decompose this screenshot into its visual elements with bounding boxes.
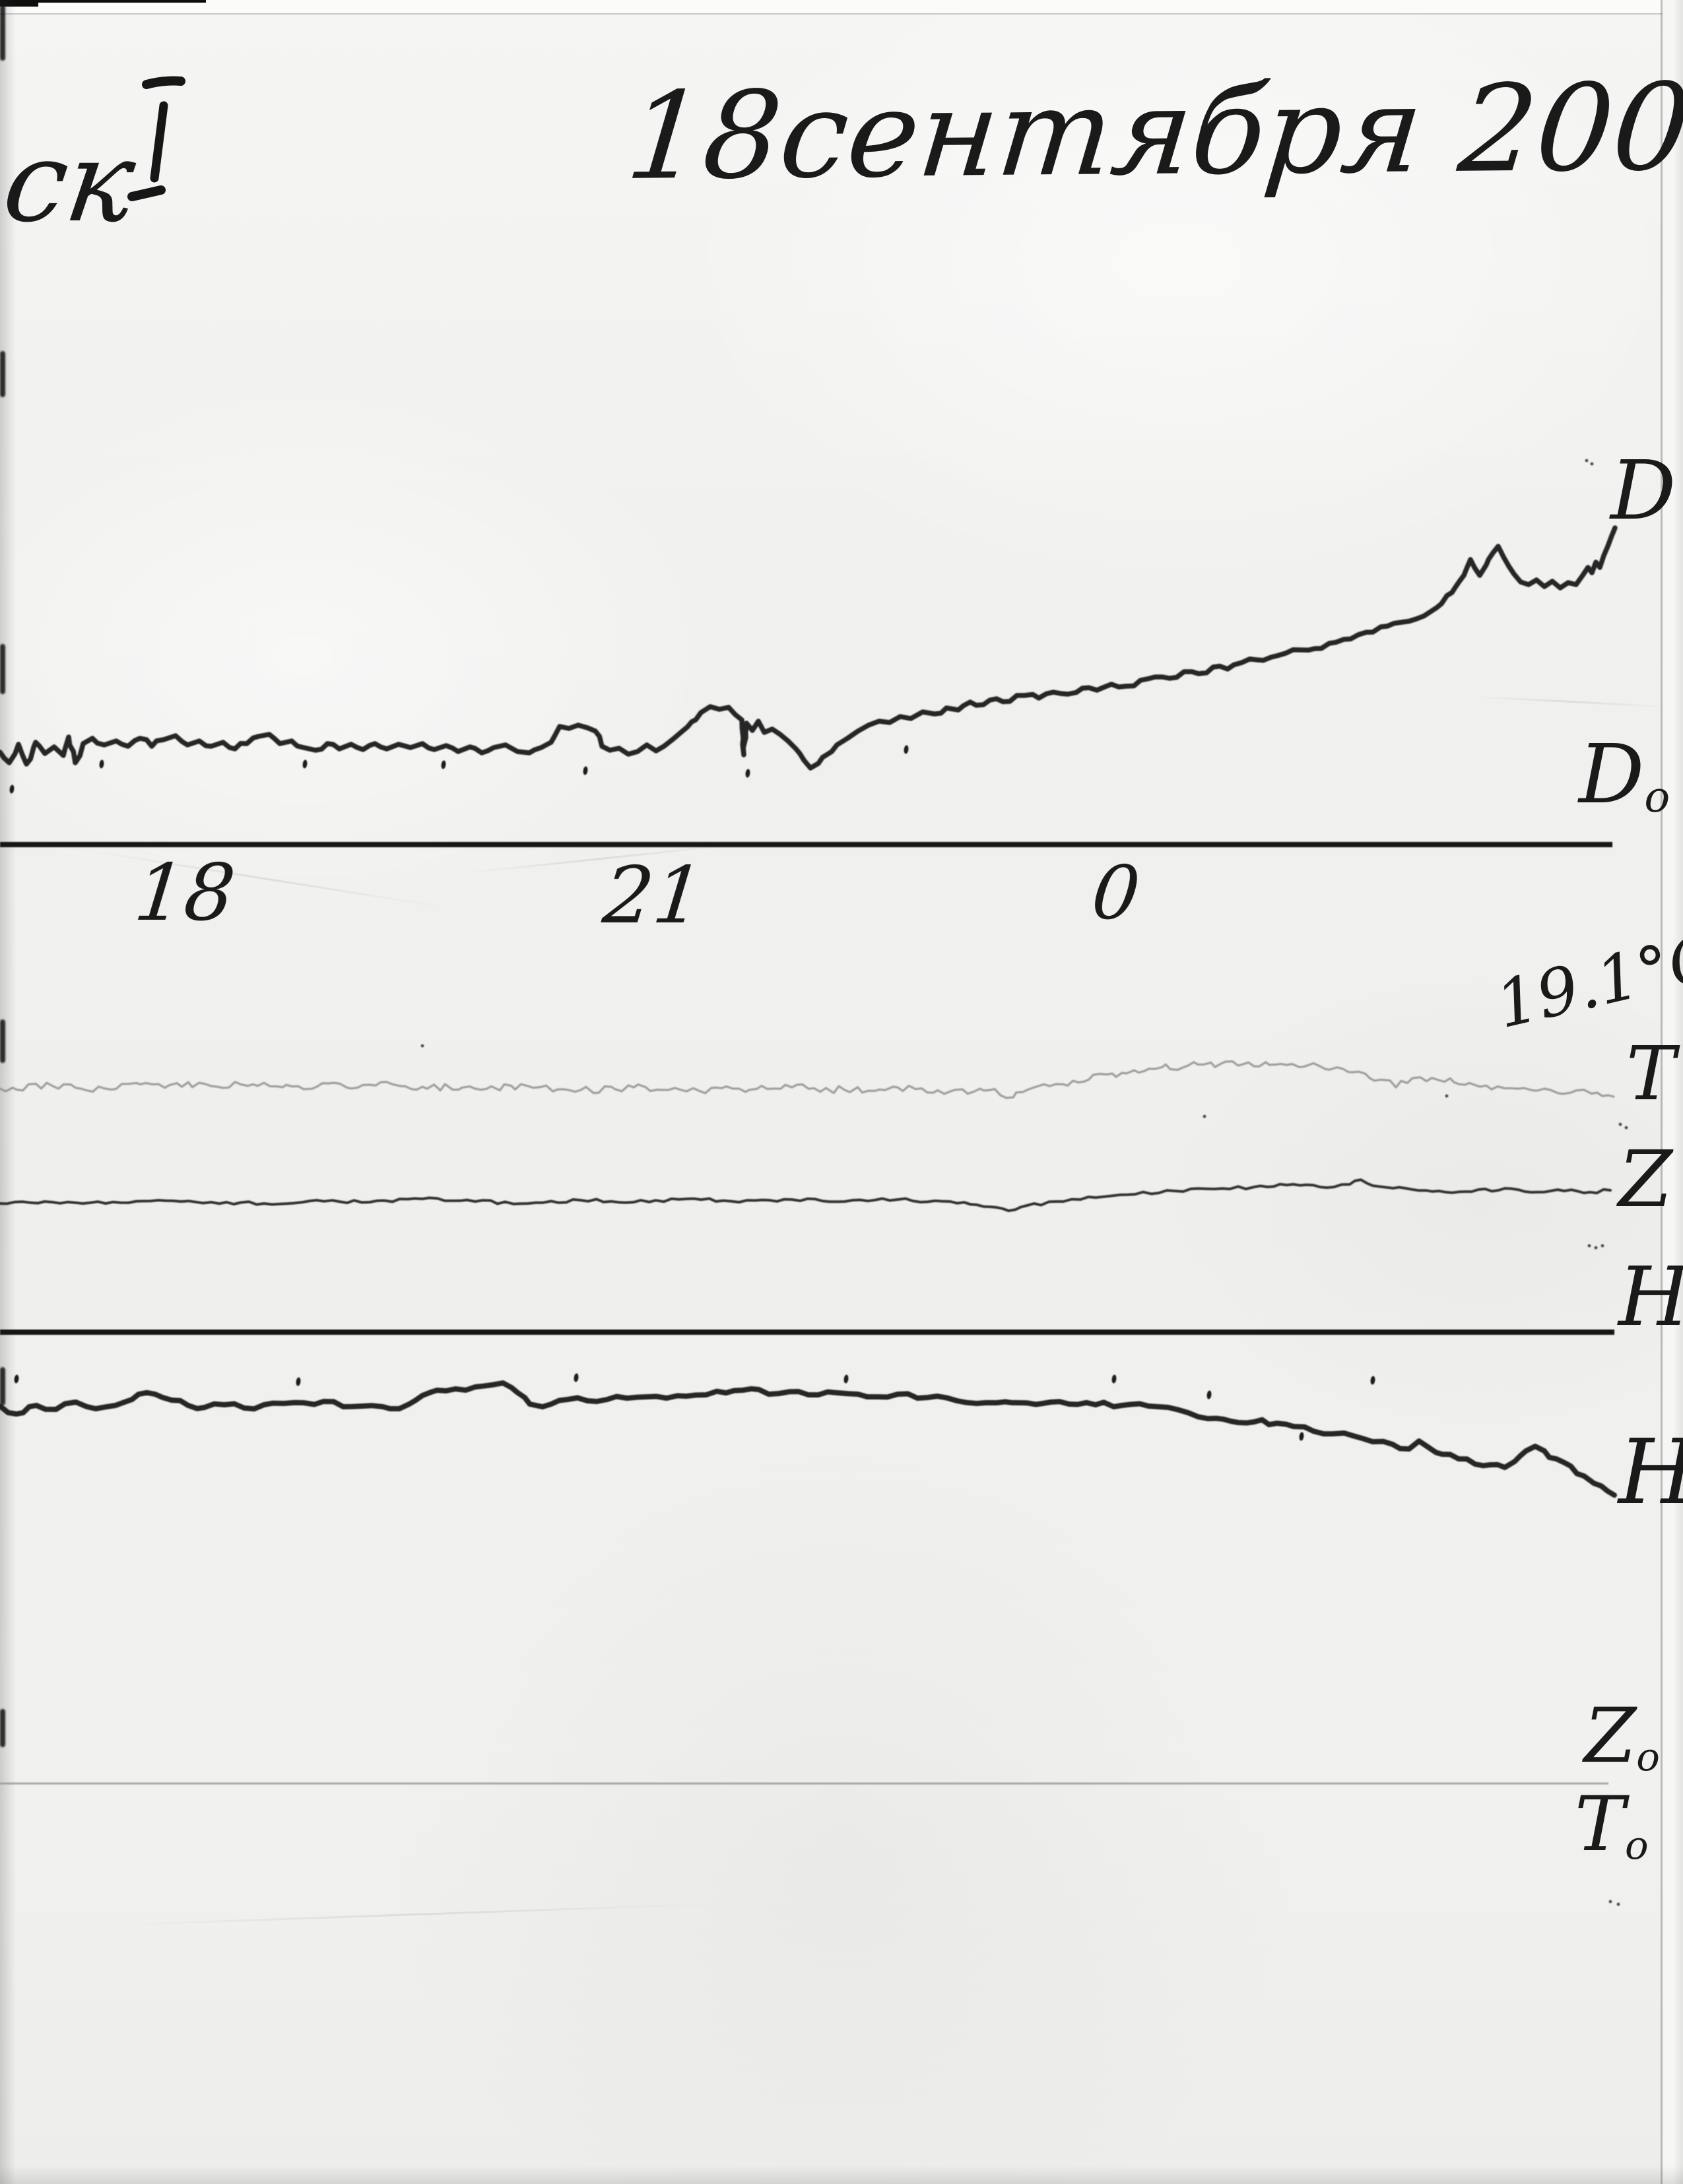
hour-mark-dot [9, 785, 15, 794]
hour-mark-dot [1299, 1432, 1304, 1441]
hour-mark-dot [904, 745, 909, 754]
ink-speck [1608, 1900, 1612, 1904]
trace-label-T: T [1626, 1031, 1676, 1117]
time-tick-18: 18 [130, 847, 240, 938]
trace-label-Z: Z [1618, 1134, 1672, 1225]
scan-artifact-bar [0, 0, 206, 3]
exclamation-mark-icon [127, 76, 185, 201]
ink-speck [1616, 1902, 1620, 1906]
hour-mark-dot [843, 1374, 849, 1384]
trace-label-T0: To [1575, 1780, 1649, 1869]
ink-speck [1624, 1126, 1628, 1130]
scan-smudge [0, 644, 5, 694]
paper-right-edge [1661, 0, 1683, 2184]
trace-label-H: H [1618, 1428, 1683, 1518]
trace-T [0, 1060, 1615, 1099]
trace-H [0, 1380, 1617, 1498]
hour-mark-dot [745, 769, 750, 778]
time-tick-21: 21 [599, 850, 708, 941]
ink-speck [420, 1044, 424, 1048]
paper-bottom-edge [0, 2166, 1683, 2184]
trace-label-Z0: Zo [1584, 1692, 1660, 1780]
hour-mark-dot [1206, 1390, 1212, 1399]
ink-speck [1594, 1246, 1598, 1250]
hour-mark-dot [296, 1377, 301, 1386]
time-tick-0: 0 [1088, 851, 1144, 936]
trace-label-D: D [1610, 443, 1676, 538]
paper-top-edge [0, 0, 1683, 15]
ink-speck [1445, 1094, 1449, 1098]
trace-D [0, 525, 1618, 771]
ink-speck [1203, 1114, 1206, 1118]
hour-mark-dot [574, 1373, 579, 1382]
scan-smudge [0, 1019, 5, 1063]
ink-speck [1590, 462, 1594, 466]
hour-mark-dot [583, 766, 588, 775]
scan-smudge [0, 1367, 5, 1405]
ink-speck [1587, 1244, 1591, 1248]
date-main: 18сентября 2001 [620, 56, 1683, 207]
hour-mark-dot [302, 759, 308, 769]
ink-speck [1600, 1244, 1604, 1248]
trace-label-H0: Ho [1618, 1250, 1683, 1345]
scan-smudge [0, 351, 5, 397]
ink-speck [1618, 1122, 1622, 1126]
scan-smudge [0, 5, 5, 61]
ink-speck [1585, 459, 1589, 463]
hour-mark-dot [1370, 1376, 1375, 1385]
hour-mark-dot [14, 1374, 19, 1384]
hour-mark-dot [99, 759, 104, 769]
hour-mark-dot [1111, 1374, 1117, 1384]
date-title: 18сентября 2001г. [621, 57, 1683, 207]
scan-artifact-corner [0, 0, 38, 7]
scan-smudge [0, 1709, 5, 1747]
station-code-text: ск [0, 117, 143, 247]
trace-Z [0, 1178, 1612, 1212]
hour-mark-dot [441, 760, 446, 769]
trace-label-D0: Do [1579, 727, 1670, 823]
